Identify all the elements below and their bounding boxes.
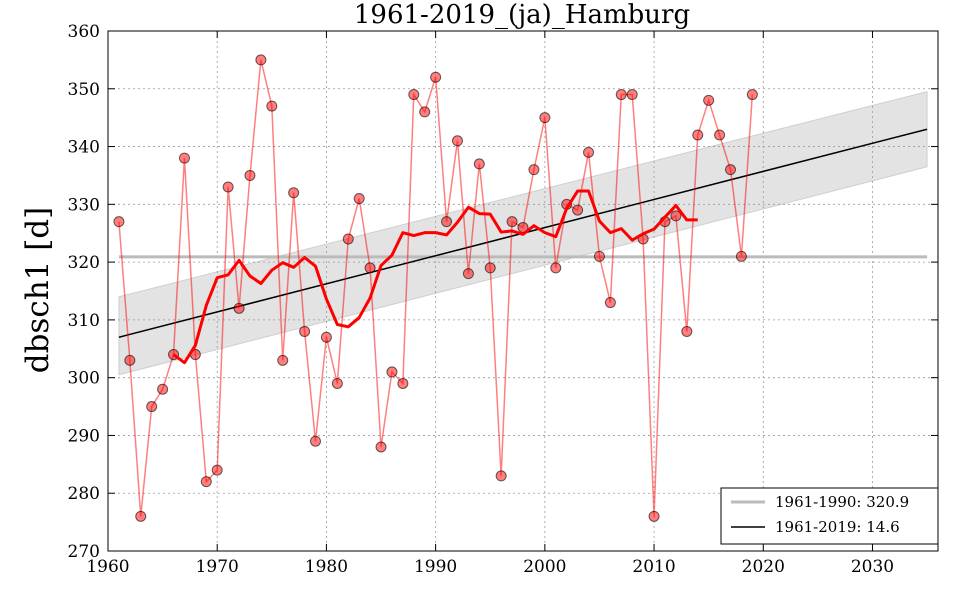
y-tick-label: 310 [68,311,100,331]
data-point [408,89,420,101]
data-point [517,221,529,233]
x-tick-label: 2000 [523,557,566,577]
data-point [746,89,758,101]
data-point [244,169,256,181]
chart-title: 1961-2019_(ja)_Hamburg [354,0,690,30]
y-tick-label: 360 [68,22,100,42]
data-point [451,135,463,147]
data-point [462,268,474,280]
x-tick-label: 1990 [414,557,457,577]
data-point [331,377,343,389]
legend-trend-label: 1961-2019: 14.6 [775,518,900,536]
data-point [692,129,704,141]
data-point [342,233,354,245]
data-point [419,106,431,118]
data-point [200,476,212,488]
data-point [157,383,169,395]
data-point [735,250,747,262]
data-point [539,112,551,124]
x-tick-label: 1960 [86,557,129,577]
data-point [648,510,660,522]
data-point [310,435,321,447]
data-point [495,470,507,482]
y-tick-label: 270 [68,542,100,562]
data-point [725,164,736,176]
legend-reference-label: 1961-1990: 320.9 [775,493,909,511]
data-point [178,152,190,164]
data-point [113,216,125,228]
data-point [353,193,365,205]
data-point [135,510,147,522]
data-point [604,297,616,309]
data-point [528,164,540,176]
y-tick-label: 280 [68,484,100,504]
data-point [211,464,223,476]
data-point [266,100,278,112]
legend-box [720,487,939,545]
data-point [473,158,485,170]
legend: 1961-1990: 320.9 1961-2019: 14.6 [720,487,939,545]
y-tick-label: 320 [68,253,100,273]
data-point [714,129,726,141]
moving-average-series [172,189,698,365]
data-point [572,204,584,216]
data-point [386,366,398,378]
data-point [670,210,682,222]
data-point [430,71,442,83]
y-tick-label: 350 [68,80,100,100]
data-point [506,216,518,228]
axis-ticks: 1960 1970 1980 1990 2000 2010 2020 2030 270 280 29… [68,22,938,577]
data-point [277,354,289,366]
data-point [364,262,376,274]
x-tick-label: 2010 [632,557,675,577]
y-tick-label: 300 [68,369,100,389]
data-point [626,89,638,101]
data-point [124,354,136,366]
data-point [146,401,158,413]
data-point [375,441,387,453]
y-tick-label: 340 [68,138,100,158]
data-point [550,262,562,274]
data-point [681,325,693,337]
data-point [299,325,311,337]
data-point [288,187,300,199]
x-tick-label: 1980 [305,557,348,577]
data-point [441,216,453,228]
moving-average-line [172,189,698,365]
data-point [484,262,496,274]
data-point [593,250,605,262]
x-tick-label: 1970 [196,557,239,577]
plot-frame [107,30,939,552]
data-point [615,89,627,101]
data-point [255,54,267,66]
data-point [320,331,332,343]
y-tick-label: 330 [68,195,100,215]
annual-series [113,54,758,522]
data-point [397,377,409,389]
data-point [222,181,234,193]
x-tick-label: 2030 [851,557,894,577]
x-tick-label: 2020 [742,557,785,577]
data-point [703,94,715,106]
data-point [583,146,595,158]
data-point [233,302,245,314]
y-tick-label: 290 [68,426,100,446]
y-axis-label: dbsch1 [d] [20,207,56,374]
